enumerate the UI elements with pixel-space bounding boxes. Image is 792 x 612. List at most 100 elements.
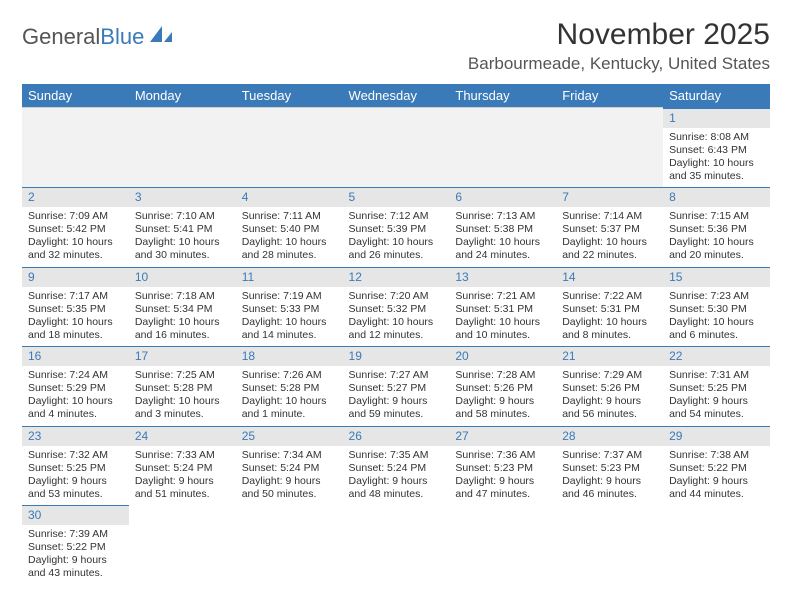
day-sr: Sunrise: 7:24 AM [28,369,123,382]
day-body: Sunrise: 7:31 AMSunset: 5:25 PMDaylight:… [663,366,770,426]
day-dl: Daylight: 10 hours and 8 minutes. [562,316,657,342]
calendar-week-row: 30Sunrise: 7:39 AMSunset: 5:22 PMDayligh… [22,505,770,585]
calendar-week-row: 1Sunrise: 8:08 AMSunset: 6:43 PMDaylight… [22,108,770,188]
logo: GeneralBlue [22,18,174,50]
calendar-cell: 23Sunrise: 7:32 AMSunset: 5:25 PMDayligh… [22,426,129,506]
day-ss: Sunset: 5:36 PM [669,223,764,236]
day-dl: Daylight: 10 hours and 10 minutes. [455,316,550,342]
day-dl: Daylight: 10 hours and 1 minute. [242,395,337,421]
header: GeneralBlue November 2025 Barbourmeade, … [22,18,770,74]
calendar-cell: 20Sunrise: 7:28 AMSunset: 5:26 PMDayligh… [449,346,556,426]
day-sr: Sunrise: 7:23 AM [669,290,764,303]
day-dl: Daylight: 10 hours and 18 minutes. [28,316,123,342]
day-number: 24 [129,426,236,446]
calendar-cell: 21Sunrise: 7:29 AMSunset: 5:26 PMDayligh… [556,346,663,426]
day-ss: Sunset: 5:26 PM [562,382,657,395]
day-number: 27 [449,426,556,446]
day-dl: Daylight: 9 hours and 48 minutes. [349,475,444,501]
day-sr: Sunrise: 7:18 AM [135,290,230,303]
day-ss: Sunset: 5:22 PM [669,462,764,475]
day-ss: Sunset: 5:25 PM [28,462,123,475]
day-sr: Sunrise: 7:10 AM [135,210,230,223]
day-number: 2 [22,187,129,207]
day-ss: Sunset: 5:34 PM [135,303,230,316]
weekday-header: Thursday [449,84,556,108]
day-ss: Sunset: 5:24 PM [349,462,444,475]
day-body: Sunrise: 7:19 AMSunset: 5:33 PMDaylight:… [236,287,343,347]
calendar-cell: 19Sunrise: 7:27 AMSunset: 5:27 PMDayligh… [343,346,450,426]
day-dl: Daylight: 9 hours and 54 minutes. [669,395,764,421]
day-body: Sunrise: 7:18 AMSunset: 5:34 PMDaylight:… [129,287,236,347]
calendar-cell: 1Sunrise: 8:08 AMSunset: 6:43 PMDaylight… [663,108,770,188]
day-dl: Daylight: 9 hours and 59 minutes. [349,395,444,421]
day-sr: Sunrise: 7:35 AM [349,449,444,462]
weekday-header: Monday [129,84,236,108]
day-body: Sunrise: 7:25 AMSunset: 5:28 PMDaylight:… [129,366,236,426]
day-ss: Sunset: 5:39 PM [349,223,444,236]
day-body: Sunrise: 7:17 AMSunset: 5:35 PMDaylight:… [22,287,129,347]
day-number: 10 [129,267,236,287]
day-number: 28 [556,426,663,446]
day-body: Sunrise: 7:13 AMSunset: 5:38 PMDaylight:… [449,207,556,267]
day-number: 20 [449,346,556,366]
day-ss: Sunset: 5:29 PM [28,382,123,395]
day-number: 11 [236,267,343,287]
day-dl: Daylight: 10 hours and 6 minutes. [669,316,764,342]
day-body: Sunrise: 7:12 AMSunset: 5:39 PMDaylight:… [343,207,450,267]
calendar-cell: 4Sunrise: 7:11 AMSunset: 5:40 PMDaylight… [236,187,343,267]
sail-icon [148,24,174,50]
calendar-cell: 9Sunrise: 7:17 AMSunset: 5:35 PMDaylight… [22,267,129,347]
day-body: Sunrise: 7:34 AMSunset: 5:24 PMDaylight:… [236,446,343,506]
day-body: Sunrise: 7:09 AMSunset: 5:42 PMDaylight:… [22,207,129,267]
calendar-cell: 14Sunrise: 7:22 AMSunset: 5:31 PMDayligh… [556,267,663,347]
day-number: 16 [22,346,129,366]
calendar-week-row: 2Sunrise: 7:09 AMSunset: 5:42 PMDaylight… [22,187,770,267]
weekday-header: Sunday [22,84,129,108]
location: Barbourmeade, Kentucky, United States [468,54,770,74]
day-dl: Daylight: 10 hours and 22 minutes. [562,236,657,262]
day-ss: Sunset: 5:26 PM [455,382,550,395]
day-body: Sunrise: 7:38 AMSunset: 5:22 PMDaylight:… [663,446,770,506]
day-body: Sunrise: 7:35 AMSunset: 5:24 PMDaylight:… [343,446,450,506]
day-sr: Sunrise: 7:15 AM [669,210,764,223]
calendar-table: SundayMondayTuesdayWednesdayThursdayFrid… [22,84,770,585]
day-number: 26 [343,426,450,446]
day-dl: Daylight: 10 hours and 35 minutes. [669,157,764,183]
weekday-header: Friday [556,84,663,108]
calendar-cell: 15Sunrise: 7:23 AMSunset: 5:30 PMDayligh… [663,267,770,347]
calendar-cell: 8Sunrise: 7:15 AMSunset: 5:36 PMDaylight… [663,187,770,267]
day-ss: Sunset: 5:23 PM [455,462,550,475]
day-ss: Sunset: 5:41 PM [135,223,230,236]
day-number: 12 [343,267,450,287]
title-block: November 2025 Barbourmeade, Kentucky, Un… [468,18,770,74]
day-dl: Daylight: 10 hours and 4 minutes. [28,395,123,421]
day-body: Sunrise: 8:08 AMSunset: 6:43 PMDaylight:… [663,128,770,188]
day-ss: Sunset: 5:35 PM [28,303,123,316]
day-sr: Sunrise: 7:14 AM [562,210,657,223]
day-ss: Sunset: 5:28 PM [242,382,337,395]
weekday-header: Saturday [663,84,770,108]
calendar-cell: 3Sunrise: 7:10 AMSunset: 5:41 PMDaylight… [129,187,236,267]
day-sr: Sunrise: 7:38 AM [669,449,764,462]
day-body: Sunrise: 7:14 AMSunset: 5:37 PMDaylight:… [556,207,663,267]
day-dl: Daylight: 10 hours and 24 minutes. [455,236,550,262]
day-body: Sunrise: 7:39 AMSunset: 5:22 PMDaylight:… [22,525,129,585]
day-body: Sunrise: 7:28 AMSunset: 5:26 PMDaylight:… [449,366,556,426]
calendar-cell: 22Sunrise: 7:31 AMSunset: 5:25 PMDayligh… [663,346,770,426]
day-ss: Sunset: 6:43 PM [669,144,764,157]
day-sr: Sunrise: 7:09 AM [28,210,123,223]
calendar-cell: 7Sunrise: 7:14 AMSunset: 5:37 PMDaylight… [556,187,663,267]
calendar-cell [343,108,450,188]
day-ss: Sunset: 5:33 PM [242,303,337,316]
day-number: 19 [343,346,450,366]
day-ss: Sunset: 5:30 PM [669,303,764,316]
day-body: Sunrise: 7:21 AMSunset: 5:31 PMDaylight:… [449,287,556,347]
day-sr: Sunrise: 7:22 AM [562,290,657,303]
day-dl: Daylight: 9 hours and 58 minutes. [455,395,550,421]
day-dl: Daylight: 10 hours and 16 minutes. [135,316,230,342]
day-number: 3 [129,187,236,207]
day-number: 13 [449,267,556,287]
calendar-cell [22,108,129,188]
day-sr: Sunrise: 8:08 AM [669,131,764,144]
day-body: Sunrise: 7:29 AMSunset: 5:26 PMDaylight:… [556,366,663,426]
